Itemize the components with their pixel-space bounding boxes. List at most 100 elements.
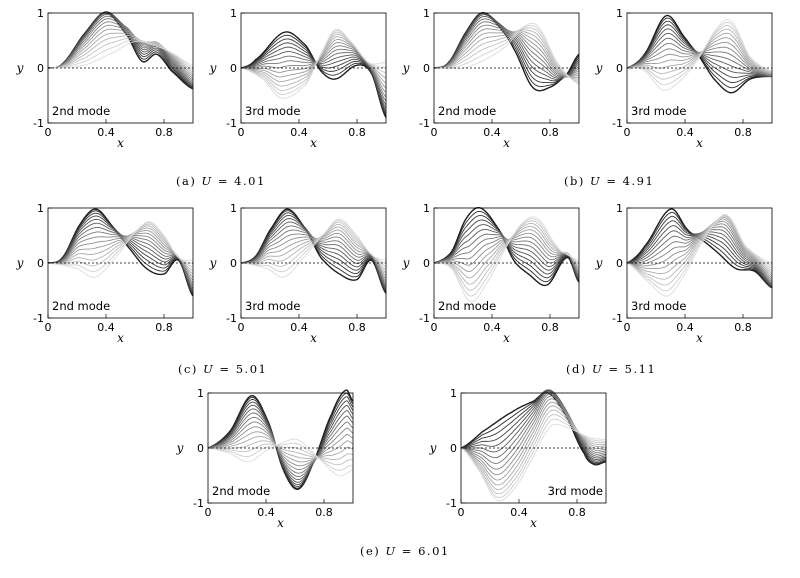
mode-shape-line [207, 442, 354, 471]
mode-label: 3rd mode [245, 299, 300, 313]
mode-shape-line [47, 227, 194, 275]
y-tick-label: 1 [616, 202, 623, 215]
mode-shape-line [460, 389, 607, 462]
caption-e-letter: (e) [360, 544, 381, 558]
y-axis-label: y [429, 441, 437, 455]
x-axis-label: x [696, 331, 703, 345]
caption-e-var: U [385, 544, 397, 558]
x-axis-label: x [310, 331, 317, 345]
mode-shape-line [240, 218, 387, 278]
x-tick-label: 0.8 [541, 126, 559, 139]
x-tick-label: 0 [431, 321, 438, 334]
chart-panel-e-3rd: 0 0.4 0.8 1 0 -1 x y 3rd mode [425, 385, 615, 530]
x-tick-label: 0 [238, 126, 245, 139]
mode-shape-line [626, 21, 773, 86]
mode-label: 2nd mode [212, 484, 270, 498]
caption-a-letter: (a) [176, 174, 197, 188]
mode-shape-line [460, 393, 607, 464]
x-tick-label: 0 [205, 506, 212, 519]
curve-family [433, 206, 580, 303]
mode-shape-line [47, 230, 194, 278]
y-tick-label: -1 [193, 497, 204, 510]
y-tick-label: 0 [450, 442, 457, 455]
x-tick-label: 0.8 [348, 126, 366, 139]
mode-shape-line [47, 21, 194, 81]
y-axis-label: y [209, 256, 217, 270]
y-tick-label: 0 [37, 62, 44, 75]
mode-shape-line [433, 232, 580, 273]
mode-shape-line [433, 218, 580, 297]
x-axis-label: x [503, 136, 510, 150]
x-tick-label: 0 [458, 506, 465, 519]
mode-shape-line [207, 408, 354, 481]
caption-b-value: 4.91 [622, 174, 655, 188]
caption-b: (b) U = 4.91 [564, 174, 655, 188]
y-tick-label: 1 [230, 202, 237, 215]
mode-shape-line [47, 221, 194, 278]
mode-label: 3rd mode [548, 484, 603, 498]
x-axis-label: x [117, 331, 124, 345]
mode-shape-line [207, 421, 354, 470]
y-tick-label: -1 [419, 312, 430, 325]
mode-shape-line [460, 398, 607, 476]
y-axis-label: y [16, 256, 24, 270]
y-tick-label: 1 [423, 202, 430, 215]
curve-family [47, 208, 194, 297]
mode-shape-line [433, 24, 580, 78]
y-tick-label: -1 [33, 117, 44, 130]
x-tick-label: 0.4 [483, 321, 501, 334]
mode-shape-line [207, 412, 354, 477]
x-axis-label: x [310, 136, 317, 150]
chart-panel-d-2nd: 0 0.4 0.8 1 0 -1 x y 2nd mode [398, 200, 588, 345]
y-tick-label: 0 [423, 62, 430, 75]
mode-shape-line [460, 401, 607, 481]
y-tick-label: -1 [612, 117, 623, 130]
mode-shape-line [47, 24, 194, 79]
y-axis-label: y [595, 256, 603, 270]
mode-shape-line [240, 223, 387, 271]
curve-family [433, 12, 580, 92]
mode-shape-line [460, 389, 607, 461]
caption-c-var: U [203, 362, 215, 376]
x-tick-label: 0.4 [97, 321, 115, 334]
y-tick-label: 1 [423, 7, 430, 20]
x-tick-label: 0 [45, 126, 52, 139]
mode-shape-line [626, 19, 773, 91]
mode-shape-line [240, 226, 387, 274]
mode-shape-line [460, 389, 607, 463]
mode-shape-line [433, 28, 580, 78]
y-axis-label: y [176, 441, 184, 455]
chart-panel-e-2nd: 0 0.4 0.8 1 0 -1 x y 2nd mode [172, 385, 362, 530]
mode-shape-line [460, 423, 607, 502]
y-tick-label: 1 [616, 7, 623, 20]
mode-shape-line [460, 391, 607, 459]
mode-shape-line [433, 27, 580, 82]
mode-shape-line [433, 216, 580, 303]
chart-panel-c-2nd: 0 0.4 0.8 1 0 -1 x y 2nd mode [12, 200, 202, 345]
y-tick-label: -1 [446, 497, 457, 510]
mode-shape-line [626, 28, 773, 75]
mode-shape-line [207, 396, 354, 488]
y-tick-label: 1 [230, 7, 237, 20]
mode-shape-line [433, 220, 580, 291]
mode-shape-line [47, 18, 194, 83]
x-tick-label: 0.8 [568, 506, 586, 519]
caption-d-letter: (d) [566, 362, 587, 376]
chart-panel-b-2nd: 0 0.4 0.8 1 0 -1 x y 2nd mode [398, 5, 588, 150]
mode-shape-line [460, 390, 607, 459]
x-tick-label: 0 [624, 321, 631, 334]
chart-panel-a-2nd: 0 0.4 0.8 1 0 -1 x y 2nd mode [12, 5, 202, 150]
mode-shape-line [626, 215, 773, 280]
mode-shape-line [626, 214, 773, 297]
chart-panel-b-3rd: 0 0.4 0.8 1 0 -1 x y 3rd mode [591, 5, 781, 150]
y-tick-label: 0 [230, 257, 237, 270]
mode-shape-line [460, 405, 607, 486]
mode-shape-line [626, 218, 773, 276]
x-axis-label: x [503, 331, 510, 345]
x-tick-label: 0 [238, 321, 245, 334]
